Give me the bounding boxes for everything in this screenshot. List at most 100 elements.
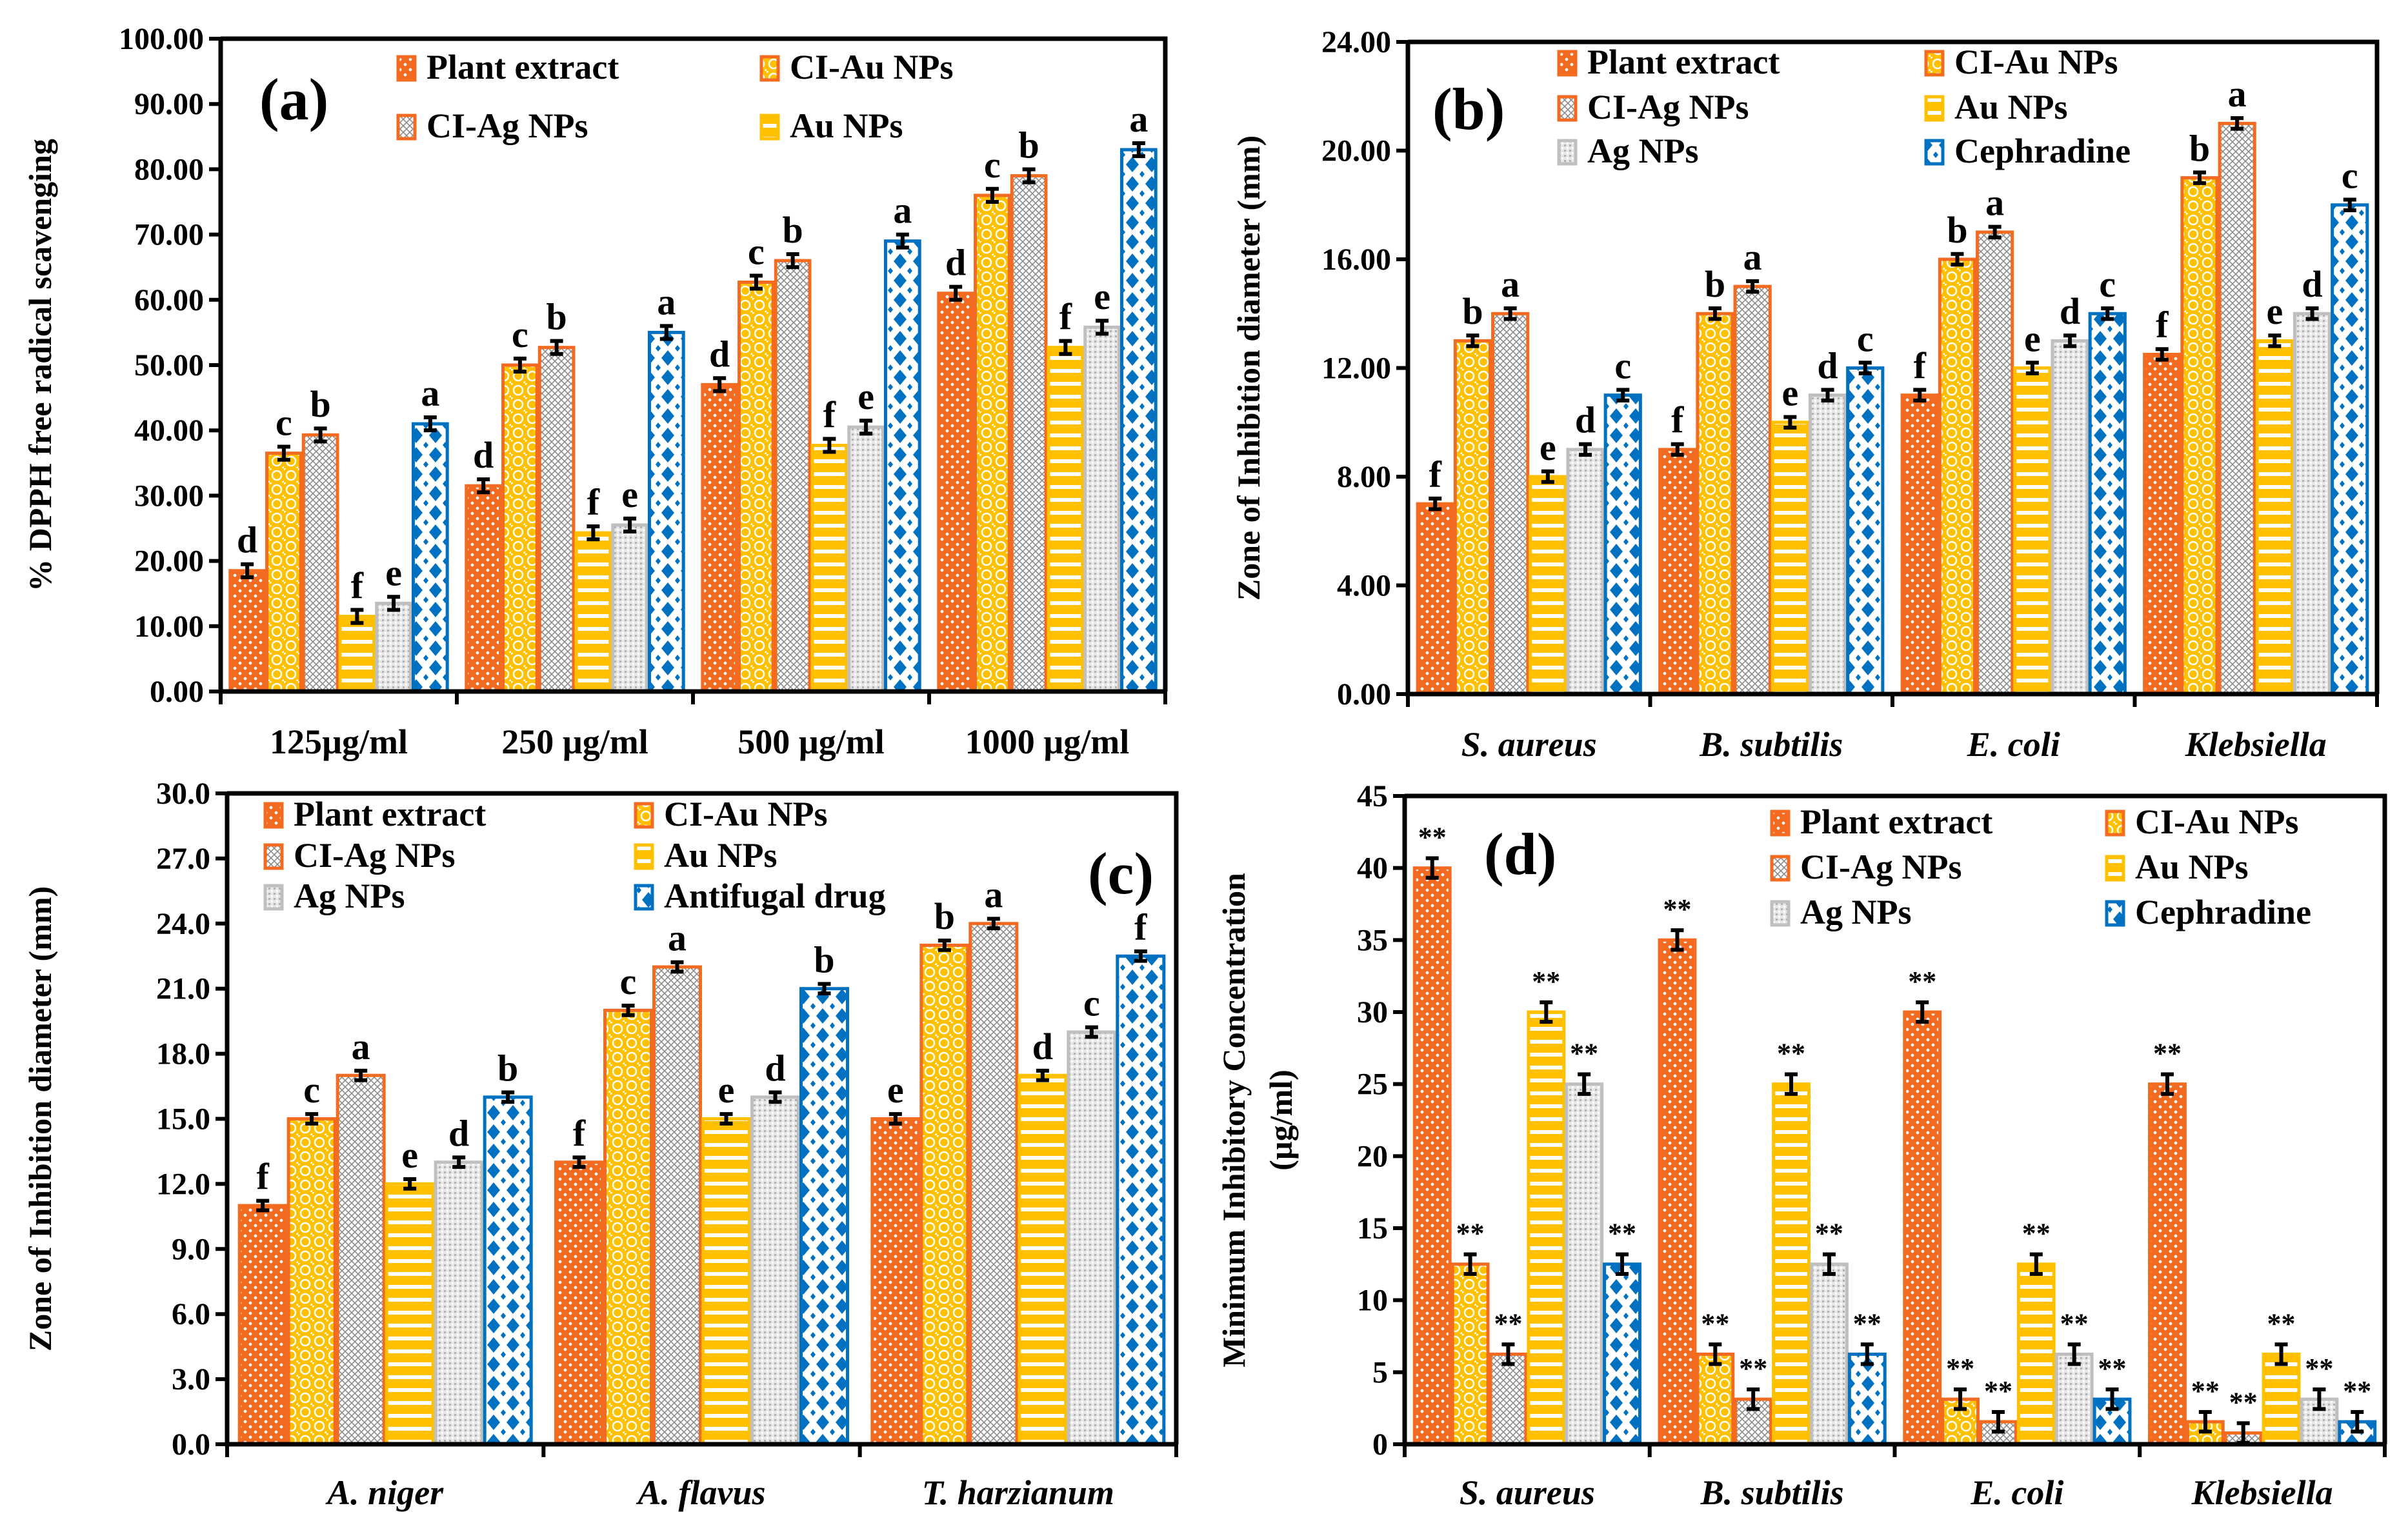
- error-bar: [1988, 224, 2002, 240]
- error-bar: [818, 982, 831, 996]
- x-category-label: 250 µg/ml: [501, 722, 648, 761]
- error-bar: [2351, 1409, 2364, 1434]
- y-tick-label: 18.0: [156, 1037, 210, 1071]
- error-bar: [1954, 1387, 1967, 1411]
- significance-label: e: [718, 1069, 735, 1111]
- significance-label: c: [748, 230, 765, 272]
- legend-label: Au NPs: [664, 836, 778, 875]
- legend-swatch: [1557, 95, 1578, 122]
- x-category-label: S. aureus: [1461, 725, 1597, 764]
- error-bar: [1783, 415, 1797, 430]
- y-tick-label: 30.0: [156, 777, 210, 811]
- bar: [2148, 1082, 2187, 1446]
- significance-label: e: [887, 1069, 904, 1111]
- y-tick-label: 40: [1357, 851, 1388, 886]
- significance-label: f: [573, 1112, 586, 1154]
- significance-label: c: [2342, 155, 2358, 197]
- significance-label: a: [893, 190, 912, 232]
- x-category-label: 500 µg/ml: [737, 722, 885, 761]
- error-bar: [1991, 1409, 2005, 1434]
- panel-3: ** ** ** ** ** ** ** ** ** ** ** ** ** ** ** ** ** ** ** **…: [1216, 779, 2387, 1512]
- legend-label: Au NPs: [2135, 848, 2249, 886]
- significance-label: **: [2022, 1218, 2051, 1249]
- error-bar: [1916, 1000, 1929, 1024]
- y-tick-label: 60.00: [134, 283, 204, 317]
- error-bar: [2274, 1342, 2288, 1366]
- legend-label: Cephradine: [2135, 893, 2311, 931]
- significance-label: b: [934, 895, 955, 937]
- significance-label: b: [2189, 127, 2210, 169]
- bar: [434, 1160, 484, 1446]
- error-bar: [1579, 442, 1592, 457]
- bar: [883, 239, 921, 693]
- significance-label: b: [1947, 209, 1967, 251]
- y-tick-label: 25: [1357, 1068, 1388, 1102]
- y-tick-label: 5: [1372, 1355, 1388, 1389]
- error-bar: [1747, 1387, 1760, 1411]
- bar: [1491, 312, 1530, 696]
- significance-label: f: [1671, 399, 1684, 441]
- error-bar: [786, 252, 799, 270]
- bar: [338, 615, 376, 693]
- significance-label: b: [547, 296, 567, 338]
- bar: [1527, 1010, 1566, 1446]
- error-bar: [1858, 361, 1872, 375]
- error-bar: [403, 1177, 417, 1191]
- bar: [1976, 230, 2014, 696]
- bar: [1018, 1073, 1068, 1446]
- error-bar: [1578, 1072, 1591, 1096]
- error-bar: [1913, 388, 1927, 403]
- error-bar: [1085, 1025, 1098, 1039]
- y-tick-label: 40.00: [134, 413, 204, 448]
- bar: [1733, 284, 1772, 696]
- bar: [1603, 1262, 1641, 1446]
- x-category-label: E. coli: [1967, 725, 2060, 764]
- y-tick-label: 6.0: [172, 1297, 210, 1331]
- bar: [870, 1117, 921, 1446]
- bar: [375, 601, 412, 693]
- error-bar: [1501, 1342, 1515, 1366]
- error-bar: [713, 376, 727, 393]
- significance-label: d: [709, 333, 730, 375]
- legend-swatch: [396, 55, 417, 82]
- x-category-label: B. subtilis: [1700, 1473, 1844, 1512]
- bar: [2054, 1352, 2094, 1446]
- significance-label: a: [1129, 98, 1148, 140]
- plot-frame: [227, 791, 1179, 1444]
- significance-label: a: [421, 372, 439, 414]
- error-bar: [1785, 1072, 1798, 1096]
- significance-label: f: [256, 1156, 269, 1198]
- panel-1: ffffbbbbaaaaeeeeddddcccc0.004.008.0012.0…: [1230, 25, 2380, 764]
- error-bar: [314, 426, 327, 444]
- legend-item: CI-Ag NPs: [1770, 848, 1962, 886]
- x-category-label: A. flavus: [636, 1473, 765, 1512]
- significance-label: **: [1570, 1038, 1598, 1069]
- panel-0: ddddccccbbbbffffeeeeaaaa0.0010.0020.0030…: [22, 22, 1168, 761]
- bar: [301, 433, 339, 693]
- x-category-label: 1000 µg/ml: [965, 722, 1130, 761]
- error-bar: [888, 1112, 902, 1126]
- y-axis-title: Zone of Inhibition diameter (mm): [1230, 135, 1267, 601]
- bar: [286, 1117, 337, 1446]
- bar: [2051, 339, 2089, 696]
- legend-label: Ag NPs: [1800, 893, 1912, 931]
- error-bar: [1616, 388, 1630, 403]
- legend-item: CI-Ag NPs: [1557, 88, 1749, 126]
- legend-swatch: [1557, 139, 1578, 166]
- legend-label: Ag NPs: [294, 877, 405, 915]
- bar: [2013, 366, 2052, 696]
- bar: [385, 1182, 435, 1446]
- y-tick-label: 24.00: [1321, 25, 1391, 59]
- bar: [1847, 1352, 1887, 1446]
- significance-label: f: [823, 393, 836, 435]
- legend-label: Cephradine: [1954, 132, 2131, 170]
- significance-label: b: [1462, 290, 1483, 332]
- y-tick-label: 4.00: [1337, 569, 1391, 603]
- legend-label: CI-Ag NPs: [1800, 848, 1962, 886]
- significance-label: e: [401, 1134, 418, 1176]
- error-bar: [387, 595, 401, 612]
- bar: [228, 569, 266, 693]
- error-bar: [2343, 197, 2356, 212]
- y-tick-label: 16.00: [1321, 243, 1391, 277]
- legend-swatch: [634, 802, 654, 829]
